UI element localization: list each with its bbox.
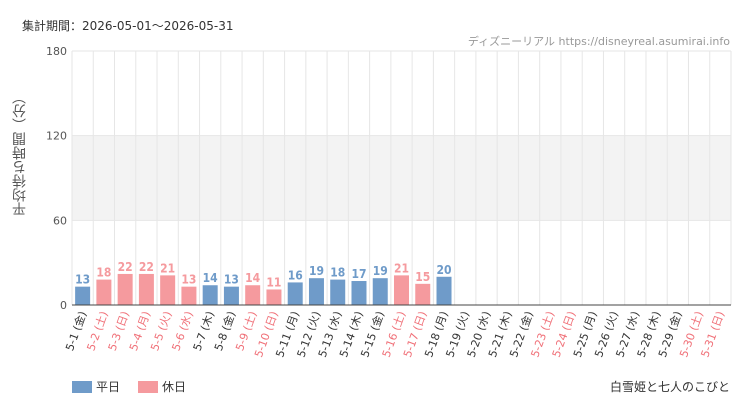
bar	[266, 289, 282, 305]
bar	[202, 285, 218, 305]
y-tick-label: 120	[46, 130, 67, 143]
y-tick-label: 180	[46, 45, 67, 58]
bar	[75, 286, 91, 305]
legend-label-weekday: 平日	[96, 380, 121, 394]
value-label: 14	[245, 271, 261, 285]
bar	[96, 279, 112, 305]
value-label: 22	[118, 260, 133, 274]
bar	[138, 273, 154, 305]
bar	[436, 276, 452, 305]
value-label: 15	[415, 270, 430, 284]
legend-swatch-weekday	[72, 380, 92, 393]
legend-label-holiday: 休日	[162, 380, 187, 394]
bar	[372, 278, 388, 305]
legend-item-holiday[interactable]: 休日	[138, 378, 186, 395]
legend-swatch-holiday	[138, 380, 159, 393]
legend-item-weekday[interactable]: 平日	[72, 378, 120, 395]
bar	[330, 279, 346, 305]
legend: 平日 休日	[72, 378, 186, 395]
bar	[394, 275, 409, 305]
bar	[245, 285, 261, 305]
value-label: 18	[330, 266, 345, 280]
bar	[181, 286, 197, 305]
value-label: 19	[373, 264, 388, 278]
value-label: 19	[309, 264, 324, 278]
y-tick-label: 0	[60, 299, 67, 312]
shaded-band	[72, 135, 731, 221]
value-label: 14	[203, 271, 219, 285]
period-label: 集計期間：2026-05-01～2026-05-31	[22, 19, 234, 33]
bar	[117, 273, 133, 305]
bar	[308, 278, 324, 305]
value-label: 11	[266, 275, 281, 289]
value-label: 18	[96, 266, 111, 280]
site-credit: ディズニーリアル https://disneyreal.asumirai.inf…	[467, 35, 730, 48]
value-label: 21	[394, 261, 409, 275]
value-label: 13	[75, 273, 90, 287]
value-label: 13	[224, 273, 239, 287]
value-label: 22	[139, 260, 154, 274]
bar	[415, 283, 431, 305]
bar	[223, 286, 239, 305]
bar	[287, 282, 303, 305]
value-label: 13	[181, 273, 196, 287]
value-label: 17	[351, 267, 366, 281]
value-label: 21	[160, 261, 175, 275]
y-tick-label: 60	[53, 214, 67, 227]
value-label: 16	[288, 268, 303, 282]
bar	[160, 275, 176, 305]
value-label: 20	[437, 263, 452, 277]
attraction-name: 白雪姫と七人のこびと	[609, 380, 730, 394]
bar	[351, 281, 367, 305]
